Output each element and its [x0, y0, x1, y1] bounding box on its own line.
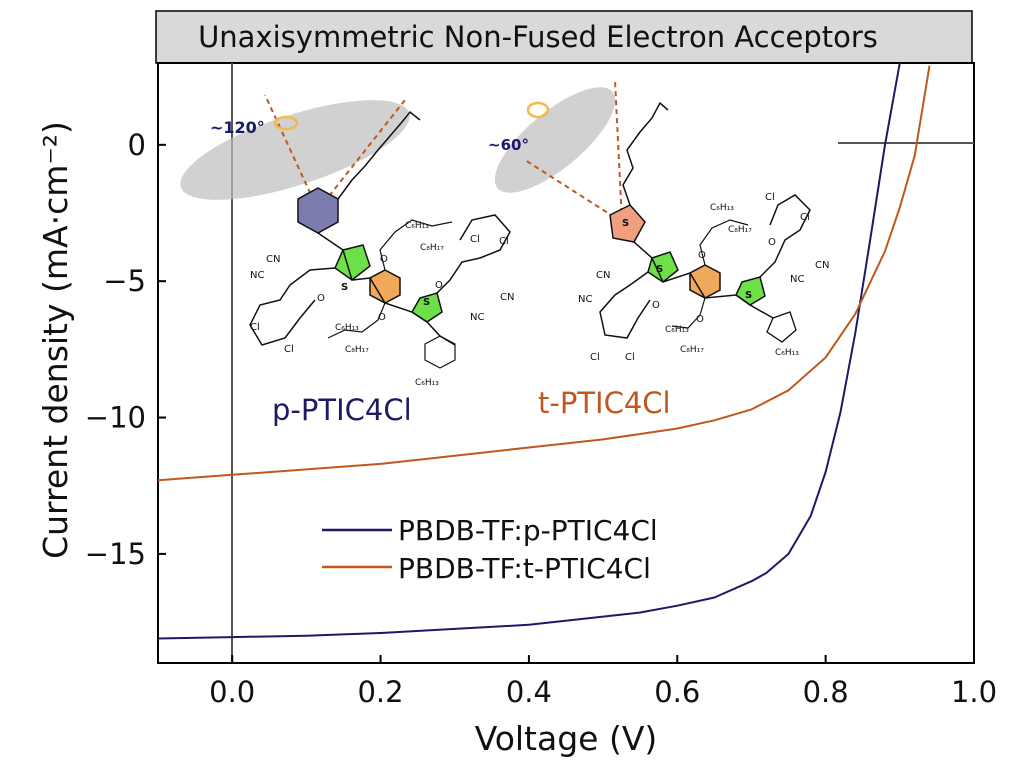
- x-tick-label: 0.8: [803, 675, 849, 709]
- legend-label-p-ptic4cl: PBDB-TF:p-PTIC4Cl: [398, 514, 658, 547]
- molecule-label-right-5: S: [745, 290, 752, 301]
- x-tick-label: 1.0: [951, 675, 997, 709]
- y-axis-label: Current density (mA·cm⁻²): [36, 121, 75, 559]
- molecule-label-left-10: Cl: [284, 344, 294, 355]
- legend-label-t-ptic4cl: PBDB-TF:t-PTIC4Cl: [398, 552, 651, 585]
- rotation-cone-right: [494, 87, 616, 193]
- molecule-illustration-right: ~60° NC CN O S S S C₆H₁₃ C₈H₁₇ C₆H₁₃ C₈H…: [488, 79, 829, 363]
- molecule-label-left-5: C₆H₁₃: [405, 221, 429, 231]
- thiophene-right-top: [609, 204, 646, 243]
- right-backbone: [633, 241, 774, 319]
- molecule-label-right-0: NC: [578, 294, 592, 305]
- molecule-label-left-13: CN: [500, 292, 514, 303]
- legend: PBDB-TF:p-PTIC4Cl PBDB-TF:t-PTIC4Cl: [322, 514, 658, 585]
- rotation-arrow-left: [273, 115, 299, 131]
- x-tick-label: 0.0: [209, 675, 255, 709]
- molecule-label-right-18: O: [696, 314, 704, 325]
- molecule-label-right-9: C₈H₁₇: [680, 345, 704, 355]
- annotation-t-ptic4cl: t-PTIC4Cl: [538, 386, 671, 420]
- molecule-label-left-14: NC: [470, 312, 484, 323]
- series-line-t-ptic4cl: [158, 65, 931, 482]
- molecule-label-right-6: C₆H₁₃: [710, 203, 734, 213]
- molecule-label-right-13: Cl: [800, 212, 810, 223]
- molecule-label-right-10: Cl: [590, 352, 600, 363]
- molecule-label-left-2: O: [317, 293, 325, 304]
- molecule-label-right-19: C₆H₁₃: [775, 348, 799, 358]
- molecule-label-right-17: O: [698, 250, 706, 261]
- thiophene-right-3: [766, 311, 797, 343]
- chart-title: Unaxisymmetric Non-Fused Electron Accept…: [198, 20, 878, 54]
- molecule-label-right-7: C₈H₁₇: [728, 225, 752, 235]
- molecule-label-right-12: Cl: [765, 192, 775, 203]
- molecule-label-left-8: C₈H₁₇: [345, 345, 369, 355]
- x-axis-ticks: 0.0 0.2 0.4 0.6 0.8 1.0: [209, 655, 997, 709]
- right-endgroup-a: [599, 271, 651, 339]
- molecule-label-right-8: C₆H₁₃: [665, 325, 689, 335]
- molecule-label-left-1: CN: [266, 254, 280, 265]
- angle-line-left-a: [264, 94, 319, 211]
- molecule-label-right-3: S: [622, 218, 629, 229]
- right-sidechain-b: [671, 297, 706, 329]
- molecule-label-left-0: NC: [250, 270, 264, 281]
- molecule-label-right-11: Cl: [625, 352, 635, 363]
- right-sidechain-a: [699, 219, 749, 266]
- molecule-label-left-18: C₆H₁₃: [415, 378, 439, 388]
- x-tick-label: 0.4: [506, 675, 552, 709]
- alkyl-chain-left: [337, 110, 421, 200]
- x-axis-label: Voltage (V): [475, 719, 658, 758]
- y-tick-label: −15: [85, 537, 146, 571]
- molecule-label-right-16: O: [768, 237, 776, 248]
- molecule-label-left-12: Cl: [499, 236, 509, 247]
- left-endgroup-a: [249, 267, 336, 346]
- angle-line-right-a: [524, 159, 623, 223]
- y-tick-label: −10: [85, 401, 146, 435]
- rotation-arrow-right: [526, 101, 550, 119]
- molecule-illustration-left: ~120° NC CN O S S C₆H₁₃ C₈H₁₇ C₆H₁₃ C₈H₁…: [180, 94, 514, 388]
- tolyl-ring-left: [424, 335, 456, 369]
- molecule-label-left-9: Cl: [250, 322, 260, 333]
- y-tick-label: −5: [103, 264, 146, 298]
- molecule-label-left-6: C₈H₁₇: [420, 243, 444, 253]
- rotation-cone-left: [180, 100, 410, 200]
- series-layer: [158, 63, 931, 640]
- molecule-label-left-17: O: [378, 312, 386, 323]
- angle-line-right-b: [614, 79, 623, 223]
- x-tick-label: 0.6: [654, 675, 700, 709]
- molecule-label-right-2: O: [652, 300, 660, 311]
- molecule-label-left-15: O: [435, 280, 443, 291]
- molecule-label-right-4: S: [656, 264, 663, 275]
- title-box: [155, 10, 973, 64]
- plot-frame: [157, 62, 975, 664]
- molecule-label-right-1: CN: [596, 270, 610, 281]
- angle-label-right: ~60°: [488, 136, 529, 154]
- right-endgroup-b: [759, 194, 811, 278]
- series-line-p-ptic4cl: [158, 63, 901, 640]
- molecule-label-left-16: O: [380, 254, 388, 265]
- thiophene-right-1: [647, 251, 679, 283]
- benzene-ring-left: [297, 187, 339, 234]
- angle-label-left: ~120°: [210, 118, 265, 137]
- thiophene-left-2: [411, 292, 443, 323]
- y-tick-label: 0: [128, 128, 146, 162]
- alkyl-chain-right: [622, 101, 669, 206]
- x-tick-label: 0.2: [357, 675, 403, 709]
- molecule-label-left-7: C₆H₁₃: [335, 323, 359, 333]
- thiophene-left-1: [334, 244, 371, 281]
- molecule-label-right-15: NC: [790, 274, 804, 285]
- annotation-p-ptic4cl: p-PTIC4Cl: [272, 393, 412, 427]
- molecule-label-left-3: S: [341, 282, 348, 293]
- molecule-label-left-11: Cl: [470, 234, 480, 245]
- y-axis-ticks: 0 −5 −10 −15: [85, 128, 166, 571]
- molecule-label-left-4: S: [423, 297, 430, 308]
- left-endgroup-b: [436, 214, 511, 294]
- left-sidechain-b: [327, 302, 386, 339]
- thiophene-right-2: [735, 276, 766, 306]
- molecule-label-right-14: CN: [815, 260, 829, 271]
- left-sidechain-a: [379, 219, 453, 271]
